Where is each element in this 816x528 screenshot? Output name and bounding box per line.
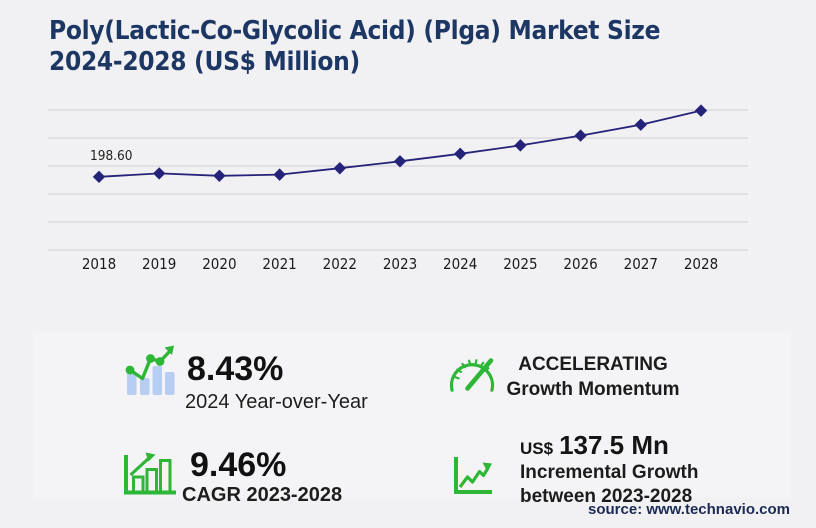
source-credit: source: www.technavio.com <box>588 501 790 518</box>
x-axis-label: 2025 <box>503 255 537 273</box>
incremental-label-line2: between 2023-2028 <box>520 486 693 507</box>
incremental-amount: 137.5 Mn <box>559 430 669 460</box>
x-axis-label: 2021 <box>262 255 296 273</box>
x-axis-label: 2019 <box>142 255 176 273</box>
yoy-value: 8.43% <box>187 350 284 388</box>
data-point-marker <box>574 129 587 142</box>
data-point-label: 198.60 <box>90 148 132 164</box>
x-axis-label: 2027 <box>624 255 658 273</box>
data-point-marker <box>333 162 346 175</box>
page-title-line1: Poly(Lactic-Co-Glycolic Acid) (Plga) Mar… <box>49 16 661 46</box>
data-point-marker <box>514 139 527 152</box>
growth-momentum-text: ACCELERATING Growth Momentum <box>505 352 681 402</box>
data-point-marker <box>213 169 226 182</box>
market-size-line-chart: 2018 2019 2020 2021 2022 2023 2024 2025 2026 2027… <box>0 95 816 285</box>
data-point-marker <box>92 170 106 184</box>
x-axis-label: 2028 <box>684 255 718 273</box>
momentum-label: Growth Momentum <box>506 379 680 400</box>
bar-chart-trend-icon <box>125 345 175 395</box>
x-axis-label: 2020 <box>202 255 236 273</box>
x-axis-label: 2023 <box>383 255 417 273</box>
x-axis-label: 2026 <box>563 255 597 273</box>
data-point-marker <box>454 147 467 161</box>
data-point-marker <box>634 118 647 131</box>
cagr-value: 9.46% <box>190 446 287 484</box>
incremental-label-line1: Incremental Growth <box>520 462 699 483</box>
zigzag-arrow-icon <box>454 457 492 494</box>
data-point-marker <box>153 167 166 180</box>
speedometer-icon <box>449 358 495 392</box>
incremental-currency: US$ <box>520 439 554 458</box>
x-axis-label: 2024 <box>443 255 477 273</box>
momentum-status: ACCELERATING <box>518 354 668 375</box>
cagr-label: CAGR 2023-2028 <box>182 484 343 506</box>
x-axis-label: 2018 <box>82 255 116 273</box>
x-axis-label: 2022 <box>323 255 357 273</box>
data-point-marker <box>694 104 708 117</box>
yoy-label: 2024 Year-over-Year <box>185 391 368 413</box>
page-title-line2: 2024-2028 (US$ Million) <box>49 47 360 77</box>
data-point-marker <box>273 168 286 181</box>
bar-chart-arrow-icon <box>124 452 176 495</box>
page-title: Poly(Lactic-Co-Glycolic Acid) (Plga) Mar… <box>49 16 660 78</box>
incremental-value: US$ 137.5 Mn <box>520 430 669 461</box>
line-chart-svg: 2018 2019 2020 2021 2022 2023 2024 2025 2026 2027… <box>48 104 748 273</box>
